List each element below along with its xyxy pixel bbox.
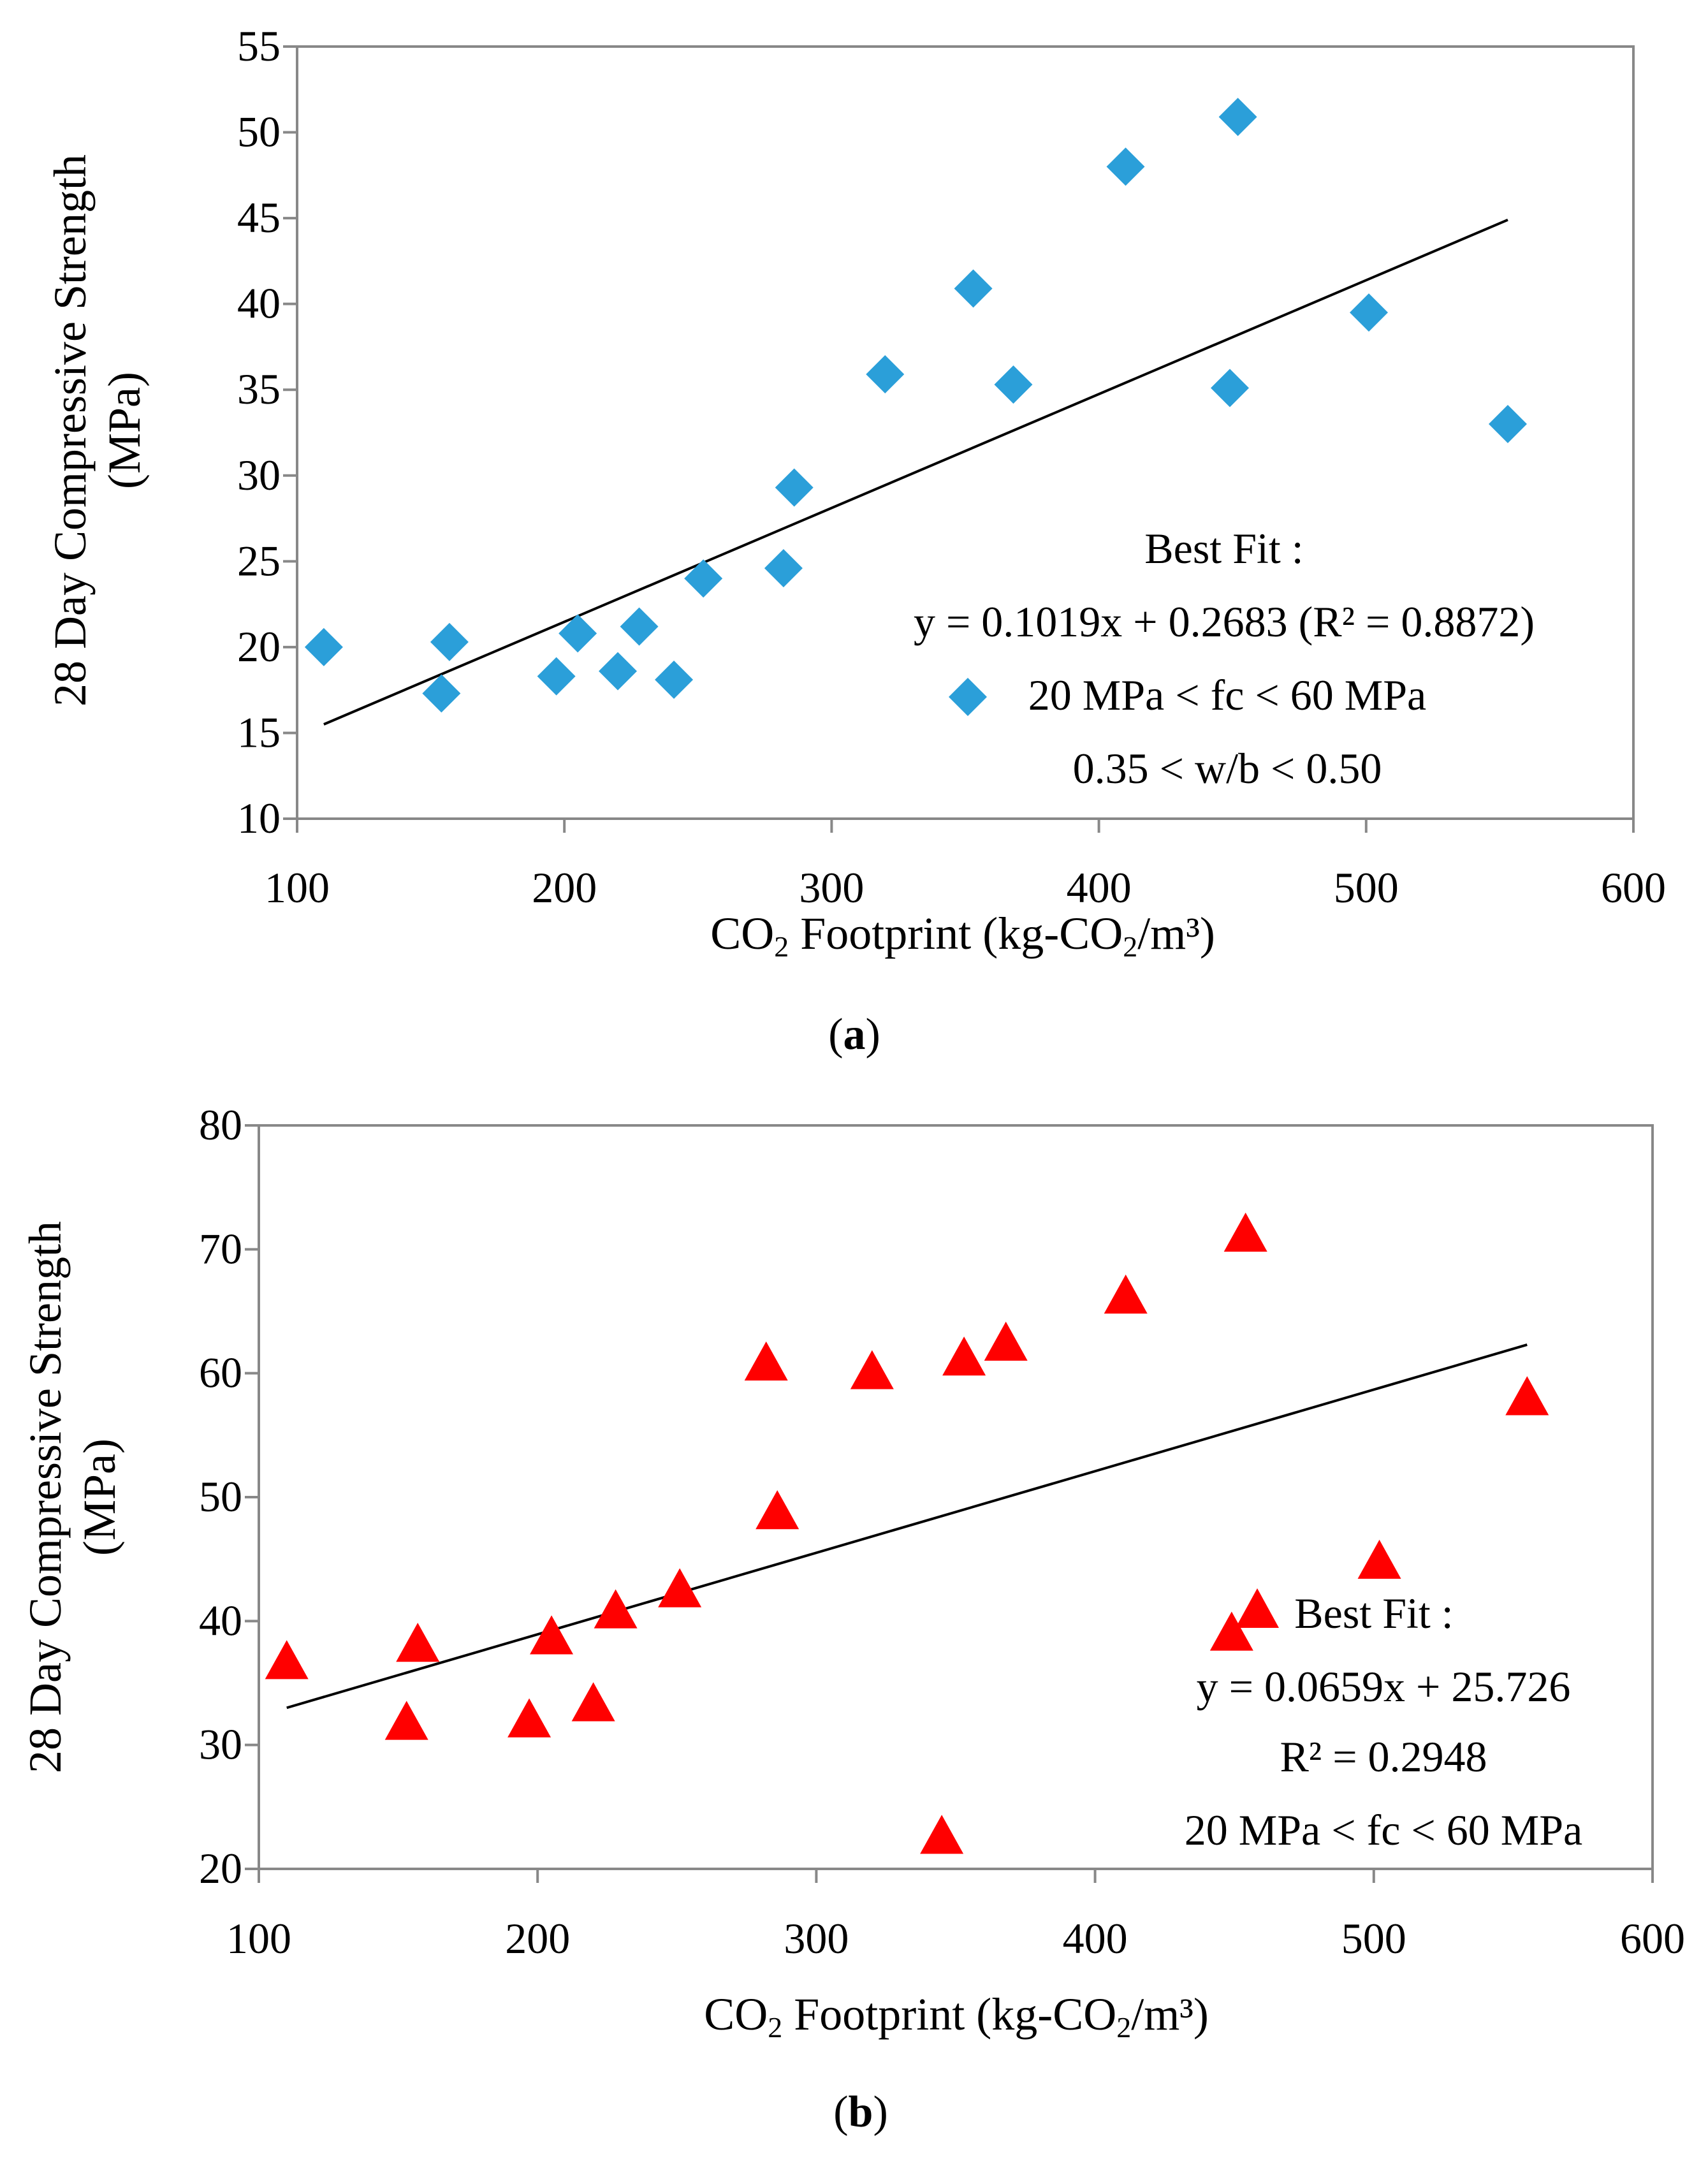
y-tick-label: 40 bbox=[237, 279, 281, 328]
panel-caption-b: (b) bbox=[833, 2088, 888, 2137]
data-point bbox=[396, 1623, 440, 1662]
legend-r2-b: R² = 0.2948 bbox=[1280, 1732, 1487, 1781]
y-axis-title-a-line1: 28 Day Compressive Strength bbox=[45, 154, 96, 706]
data-point bbox=[994, 365, 1033, 404]
data-point bbox=[537, 657, 576, 696]
data-point bbox=[422, 674, 461, 713]
y-tick-label: 15 bbox=[237, 708, 281, 756]
data-point bbox=[594, 1589, 638, 1628]
x-tick-label: 500 bbox=[1334, 863, 1399, 912]
data-point bbox=[1218, 98, 1257, 136]
data-point bbox=[1505, 1376, 1549, 1416]
x-tick-label: 500 bbox=[1341, 1914, 1406, 1963]
data-point bbox=[558, 614, 597, 653]
data-point bbox=[954, 269, 993, 308]
y-tick-label: 55 bbox=[237, 22, 281, 70]
data-point bbox=[1209, 1611, 1253, 1651]
legend-a: Best Fit : y = 0.1019x + 0.2683 (R² = 0.… bbox=[914, 524, 1535, 793]
data-point bbox=[984, 1321, 1028, 1361]
y-tick-label: 30 bbox=[199, 1720, 242, 1769]
data-point bbox=[507, 1698, 551, 1738]
x-tick-label: 100 bbox=[265, 863, 330, 912]
data-point bbox=[775, 468, 814, 507]
data-point bbox=[658, 1568, 702, 1607]
data-point bbox=[530, 1615, 574, 1655]
legend-marker-a bbox=[949, 678, 987, 716]
data-point bbox=[1106, 147, 1145, 186]
data-point bbox=[384, 1701, 428, 1740]
legend-title-b: Best Fit : bbox=[1294, 1589, 1453, 1637]
y-tick-label: 30 bbox=[237, 451, 281, 499]
data-point bbox=[430, 622, 469, 661]
fit-line bbox=[286, 1343, 1528, 1709]
chart-a: 10 15 20 25 30 35 40 45 50 55 100 200 300 400 500 600 B… bbox=[45, 22, 1666, 1059]
x-tick-label: 300 bbox=[799, 863, 864, 912]
data-point bbox=[620, 607, 659, 646]
data-point bbox=[942, 1336, 986, 1376]
y-tick-label: 50 bbox=[237, 108, 281, 156]
data-point bbox=[1211, 369, 1250, 407]
legend-range2-a: 0.35 < w/b < 0.50 bbox=[1073, 744, 1382, 793]
x-tick-label: 600 bbox=[1620, 1914, 1685, 1963]
y-tick-label: 20 bbox=[237, 622, 281, 671]
x-tick-label: 600 bbox=[1601, 863, 1666, 912]
y-axis-ticks-b: 20 30 40 50 60 70 80 100 200 300 400 500 600 bbox=[199, 1101, 1685, 1963]
data-point bbox=[1349, 293, 1388, 332]
data-point bbox=[920, 1815, 964, 1854]
data-points-b bbox=[265, 1212, 1549, 1854]
data-point bbox=[1223, 1212, 1267, 1252]
legend-equation-a: y = 0.1019x + 0.2683 (R² = 0.8872) bbox=[914, 597, 1535, 646]
legend-marker-b bbox=[1236, 1588, 1279, 1628]
x-axis-title-b: CO2 Footprint (kg-CO2/m³) bbox=[704, 1989, 1209, 2044]
x-axis-title-a: CO2 Footprint (kg-CO2/m³) bbox=[710, 908, 1215, 963]
data-point bbox=[684, 559, 723, 598]
y-tick-label: 45 bbox=[237, 193, 281, 242]
legend-title-a: Best Fit : bbox=[1144, 524, 1303, 573]
data-points-a bbox=[304, 98, 1527, 713]
plot-area-a bbox=[296, 45, 1635, 820]
y-tick-label: 25 bbox=[237, 536, 281, 585]
x-tick-label: 400 bbox=[1067, 863, 1132, 912]
x-tick-label: 100 bbox=[226, 1914, 291, 1963]
y-tick-label: 80 bbox=[199, 1101, 242, 1149]
x-tick-label: 200 bbox=[505, 1914, 570, 1963]
y-axis-title-b-line2: (MPa) bbox=[74, 1438, 125, 1556]
chart-b: 20 30 40 50 60 70 80 100 200 300 400 500 600 Best Fi… bbox=[20, 1101, 1685, 2137]
x-tick-label: 200 bbox=[532, 863, 597, 912]
x-tick-label: 400 bbox=[1063, 1914, 1128, 1963]
data-point bbox=[1488, 405, 1527, 444]
legend-equation-b: y = 0.0659x + 25.726 bbox=[1197, 1662, 1571, 1711]
data-point bbox=[1104, 1274, 1148, 1314]
x-tick-label: 300 bbox=[784, 1914, 849, 1963]
y-tick-label: 60 bbox=[199, 1349, 242, 1397]
fit-line-a bbox=[323, 218, 1508, 726]
y-tick-label: 20 bbox=[199, 1844, 242, 1892]
panel-caption-a: (a) bbox=[828, 1010, 880, 1059]
data-point bbox=[655, 661, 694, 699]
y-tick-label: 35 bbox=[237, 365, 281, 413]
y-axis-title-a-line2: (MPa) bbox=[99, 372, 150, 489]
fit-line bbox=[323, 218, 1508, 726]
data-point bbox=[866, 355, 905, 394]
legend-b: Best Fit : y = 0.0659x + 25.726 R² = 0.2… bbox=[1185, 1588, 1582, 1854]
data-point bbox=[744, 1341, 788, 1381]
y-axis-title-b-line1: 28 Day Compressive Strength bbox=[20, 1221, 71, 1773]
data-point bbox=[304, 627, 343, 666]
legend-range1-a: 20 MPa < fc < 60 MPa bbox=[1028, 671, 1426, 719]
y-axis-ticks-a: 10 15 20 25 30 35 40 45 50 55 100 200 300 400 500 600 bbox=[237, 22, 1666, 912]
y-tick-label: 70 bbox=[199, 1224, 242, 1273]
y-tick-label: 10 bbox=[237, 794, 281, 842]
data-point bbox=[764, 549, 803, 588]
data-point bbox=[265, 1640, 309, 1680]
y-tick-label: 40 bbox=[199, 1596, 242, 1644]
data-point bbox=[1357, 1539, 1401, 1579]
data-point bbox=[599, 652, 638, 691]
fit-line-b bbox=[286, 1343, 1528, 1709]
data-point bbox=[850, 1350, 894, 1389]
data-point bbox=[571, 1682, 615, 1722]
y-tick-label: 50 bbox=[199, 1472, 242, 1521]
legend-range1-b: 20 MPa < fc < 60 MPa bbox=[1185, 1806, 1582, 1854]
data-point bbox=[755, 1490, 799, 1530]
